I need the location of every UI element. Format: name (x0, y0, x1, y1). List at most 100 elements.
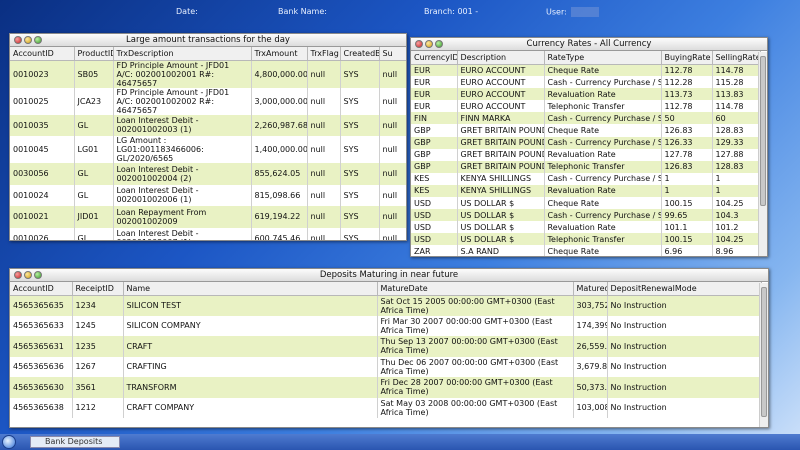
cell-accountid: 0010021 (10, 206, 75, 228)
cell-receiptid: 1234 (72, 295, 124, 316)
maximize-icon[interactable] (34, 271, 42, 279)
transaction-row[interactable]: 0010021 JID01 Loan Repayment From 00200100… (10, 206, 406, 228)
scrollbar-thumb[interactable] (761, 287, 767, 417)
bank-name-label: Bank Name: (278, 7, 327, 16)
start-orb-icon[interactable] (2, 435, 16, 449)
currency-scrollbar[interactable] (758, 52, 767, 256)
deposit-row[interactable]: 4565365635 1234 SILICON TEST Sat Oct 15 200… (10, 295, 762, 316)
col-header-maturedate[interactable]: MatureDate (377, 282, 574, 296)
deposit-row[interactable]: 4565365633 1245 SILICON COMPANY Fri Mar 30 … (10, 315, 762, 336)
cell-trxamount: 855,624.05 (251, 163, 308, 185)
cell-buyingrate: 101.1 (661, 221, 713, 234)
col-header-maturedamount[interactable]: MaturedAmount (573, 282, 608, 296)
transaction-row[interactable]: 0010025 JCA23 FD Principle Amount - JFD01 … (10, 87, 406, 115)
deposit-row[interactable]: 4565365630 3561 TRANSFORM Fri Dec 28 2007 0… (10, 377, 762, 398)
minimize-icon[interactable] (24, 271, 32, 279)
currency-row[interactable]: USD US DOLLAR $ Telephonic Transfer 100.15 1… (411, 233, 761, 246)
cell-trxflag: null (307, 227, 341, 240)
deposit-row[interactable]: 4565365631 1235 CRAFT Thu Sep 13 2007 00:00… (10, 336, 762, 357)
cell-su: null (379, 60, 406, 88)
cell-trxflag: null (307, 114, 341, 136)
cell-ratetype: Telephonic Transfer (544, 160, 662, 173)
cell-name: CRAFT COMPANY (123, 397, 378, 418)
deposit-row[interactable]: 4565365638 1212 CRAFT COMPANY Sat May 03 20… (10, 397, 762, 418)
currency-row[interactable]: USD US DOLLAR $ Cash - Currency Purchase /… (411, 209, 761, 222)
deposit-row[interactable]: 4565365636 1267 CRAFTING Thu Dec 06 2007 00… (10, 356, 762, 377)
cell-trxflag: null (307, 136, 341, 163)
currency-row[interactable]: KES KENYA SHILLINGS Cash - Currency Purcha… (411, 172, 761, 185)
col-header-currencyid[interactable]: CurrencyID (411, 51, 458, 65)
cell-currencyid: KES (411, 172, 458, 185)
currency-row[interactable]: USD US DOLLAR $ Revaluation Rate 101.1 101.2 (411, 221, 761, 234)
user-value-redacted (570, 7, 599, 17)
large-transactions-titlebar[interactable]: Large amount transactions for the day (10, 34, 406, 47)
col-header-depositrenewalmode[interactable]: DepositRenewalMode (607, 282, 762, 296)
cell-sellingrate: 60 (712, 112, 761, 125)
cell-accountid: 0010025 (10, 87, 75, 115)
col-header-description[interactable]: Description (457, 51, 545, 65)
currency-row[interactable]: EUR EURO ACCOUNT Telephonic Transfer 112.78… (411, 100, 761, 113)
deposits-scrollbar[interactable] (759, 283, 768, 427)
deposits-table: AccountID ReceiptID Name MatureDate Matu… (10, 282, 762, 418)
col-header-buyingrate[interactable]: BuyingRate (661, 51, 713, 65)
close-icon[interactable] (14, 271, 22, 279)
maximize-icon[interactable] (34, 36, 42, 44)
transaction-row[interactable]: 0010045 LG01 LG Amount : LG01:001183466006… (10, 136, 406, 163)
col-header-sellingrate[interactable]: SellingRate (712, 51, 761, 65)
col-header-accountid[interactable]: AccountID (10, 47, 75, 61)
cell-currencyid: USD (411, 197, 458, 210)
col-header-trxamount[interactable]: TrxAmount (251, 47, 308, 61)
col-header-name[interactable]: Name (123, 282, 378, 296)
currency-row[interactable]: USD US DOLLAR $ Cheque Rate 100.15 104.25 (411, 197, 761, 210)
currency-row[interactable]: GBP GRET BRITAIN POUND Cash - Currency Pur… (411, 136, 761, 149)
currency-row[interactable]: EUR EURO ACCOUNT Revaluation Rate 113.73 113… (411, 88, 761, 101)
cell-trxamount: 815,098.66 (251, 184, 308, 206)
minimize-icon[interactable] (24, 36, 32, 44)
deposits-window: Deposits Maturing in near future Account… (9, 268, 769, 428)
cell-accountid: 0010026 (10, 227, 75, 240)
currency-row[interactable]: KES KENYA SHILLINGS Revaluation Rate 1 1 (411, 184, 761, 198)
col-header-trxdescription[interactable]: TrxDescription (113, 47, 252, 61)
currency-row[interactable]: GBP GRET BRITAIN POUND Cheque Rate 126.83 12… (411, 124, 761, 137)
cell-buyingrate: 113.73 (661, 88, 713, 101)
transaction-row[interactable]: 0010024 GL Loan Interest Debit - 002001002… (10, 184, 406, 206)
cell-accountid: 4565365638 (10, 397, 73, 418)
currency-row[interactable]: GBP GRET BRITAIN POUND Revaluation Rate 127… (411, 148, 761, 161)
currency-rates-titlebar[interactable]: Currency Rates - All Currency (411, 38, 767, 51)
col-header-receiptid[interactable]: ReceiptID (72, 282, 124, 296)
minimize-icon[interactable] (425, 40, 433, 48)
currency-row[interactable]: GBP GRET BRITAIN POUND Telephonic Transfer… (411, 160, 761, 173)
cell-ratetype: Cash - Currency Purchase / Sell (544, 209, 662, 222)
transaction-row[interactable]: 0010023 SB05 FD Principle Amount - JFD01 A… (10, 60, 406, 88)
currency-rates-header: CurrencyID Description RateType BuyingRa… (411, 51, 761, 65)
cell-sellingrate: 1 (712, 172, 761, 185)
deposits-title: Deposits Maturing in near future (319, 270, 459, 280)
close-icon[interactable] (14, 36, 22, 44)
col-header-createdby[interactable]: CreatedBy (340, 47, 380, 61)
cell-productid: GL (74, 163, 114, 185)
transaction-row[interactable]: 0010035 GL Loan Interest Debit - 002001002… (10, 114, 406, 136)
cell-trxdescription: LG Amount : LG01:001183466006: GL/2020/6… (113, 136, 252, 163)
col-header-productid[interactable]: ProductID (74, 47, 114, 61)
currency-row[interactable]: FIN FINN MARKA Cash - Currency Purchase / … (411, 112, 761, 125)
col-header-su[interactable]: Su (379, 47, 406, 61)
maximize-icon[interactable] (435, 40, 443, 48)
currency-row[interactable]: ZAR S.A RAND Cheque Rate 6.96 8.96 (411, 245, 761, 256)
currency-row[interactable]: EUR EURO ACCOUNT Cash - Currency Purchase … (411, 76, 761, 89)
transaction-row[interactable]: 0030056 GL Loan Interest Debit - 002001002… (10, 163, 406, 185)
scrollbar-thumb[interactable] (760, 56, 766, 206)
cell-sellingrate: 104.25 (712, 197, 761, 210)
currency-row[interactable]: EUR EURO ACCOUNT Cheque Rate 112.78 114.78 (411, 64, 761, 77)
cell-maturedate: Thu Dec 06 2007 00:00:00 GMT+0300 (East … (377, 356, 574, 377)
cell-currencyid: USD (411, 221, 458, 234)
taskbar: Bank Deposits (0, 434, 800, 450)
col-header-ratetype[interactable]: RateType (544, 51, 662, 65)
col-header-accountid[interactable]: AccountID (10, 282, 73, 296)
window-controls (415, 40, 443, 48)
taskbar-item[interactable]: Bank Deposits (30, 436, 120, 448)
col-header-trxflag[interactable]: TrxFlag (307, 47, 341, 61)
cell-description: EURO ACCOUNT (457, 64, 545, 77)
close-icon[interactable] (415, 40, 423, 48)
deposits-titlebar[interactable]: Deposits Maturing in near future (10, 269, 768, 282)
